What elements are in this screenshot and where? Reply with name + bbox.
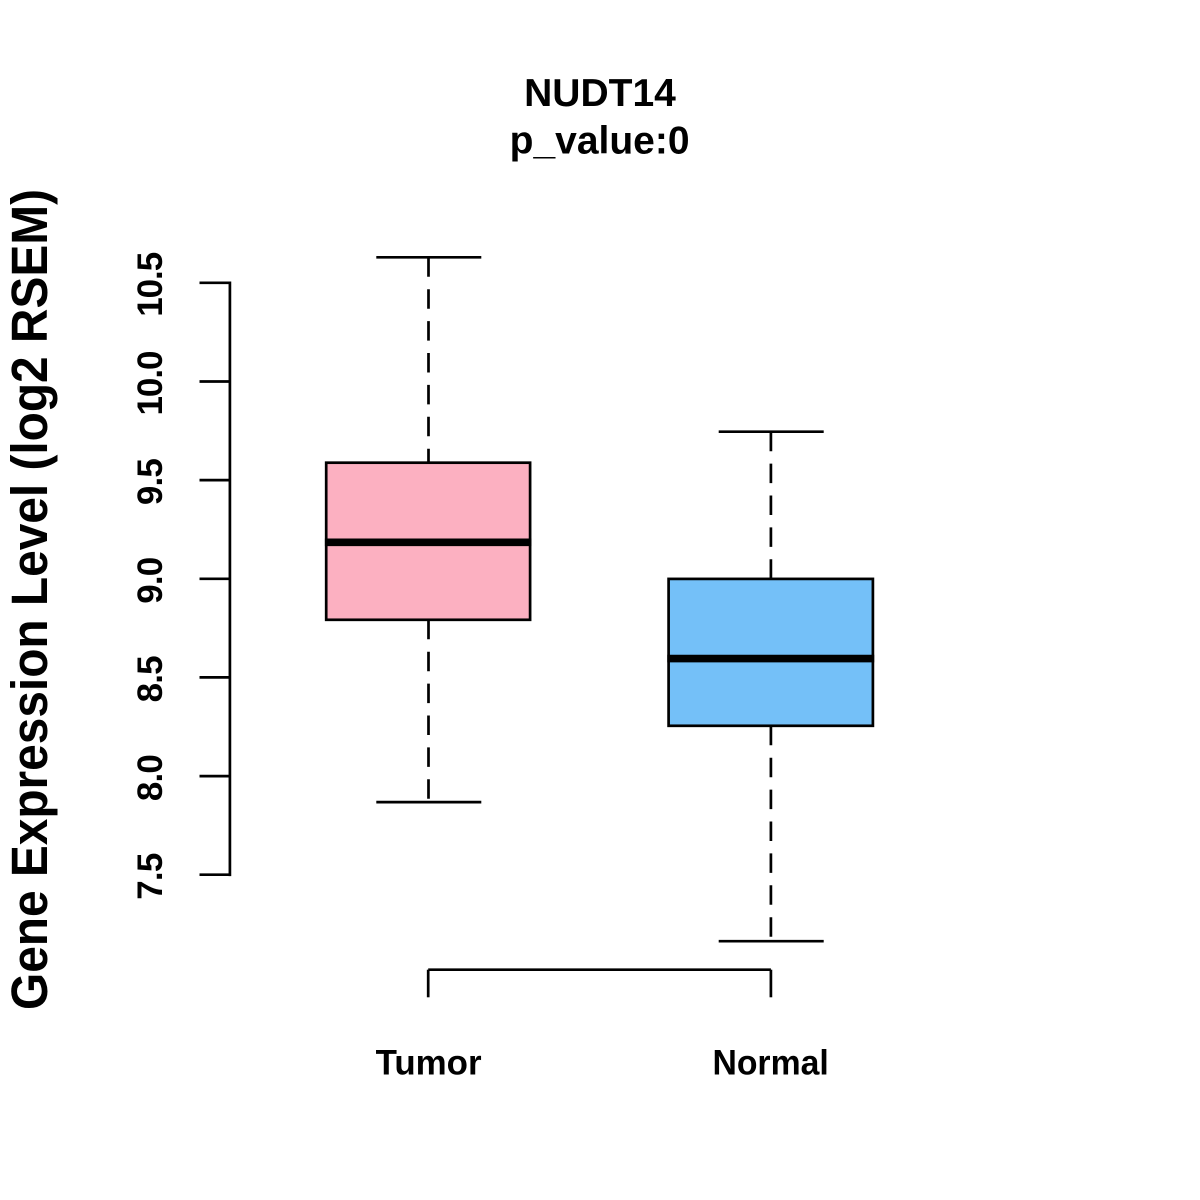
- svg-text:Normal: Normal: [712, 1044, 828, 1083]
- svg-text:8.0: 8.0: [131, 754, 170, 801]
- svg-text:Tumor: Tumor: [376, 1044, 482, 1083]
- svg-text:NUDT14: NUDT14: [524, 72, 676, 115]
- svg-text:Gene Expression Level (log2 RS: Gene Expression Level (log2 RSEM): [1, 189, 58, 1010]
- svg-text:p_value:0: p_value:0: [510, 119, 690, 162]
- svg-text:9.0: 9.0: [131, 557, 170, 604]
- svg-text:10.0: 10.0: [131, 351, 170, 416]
- svg-text:10.5: 10.5: [131, 252, 170, 317]
- svg-text:7.5: 7.5: [131, 853, 170, 900]
- svg-text:8.5: 8.5: [131, 655, 170, 702]
- svg-text:9.5: 9.5: [131, 458, 170, 505]
